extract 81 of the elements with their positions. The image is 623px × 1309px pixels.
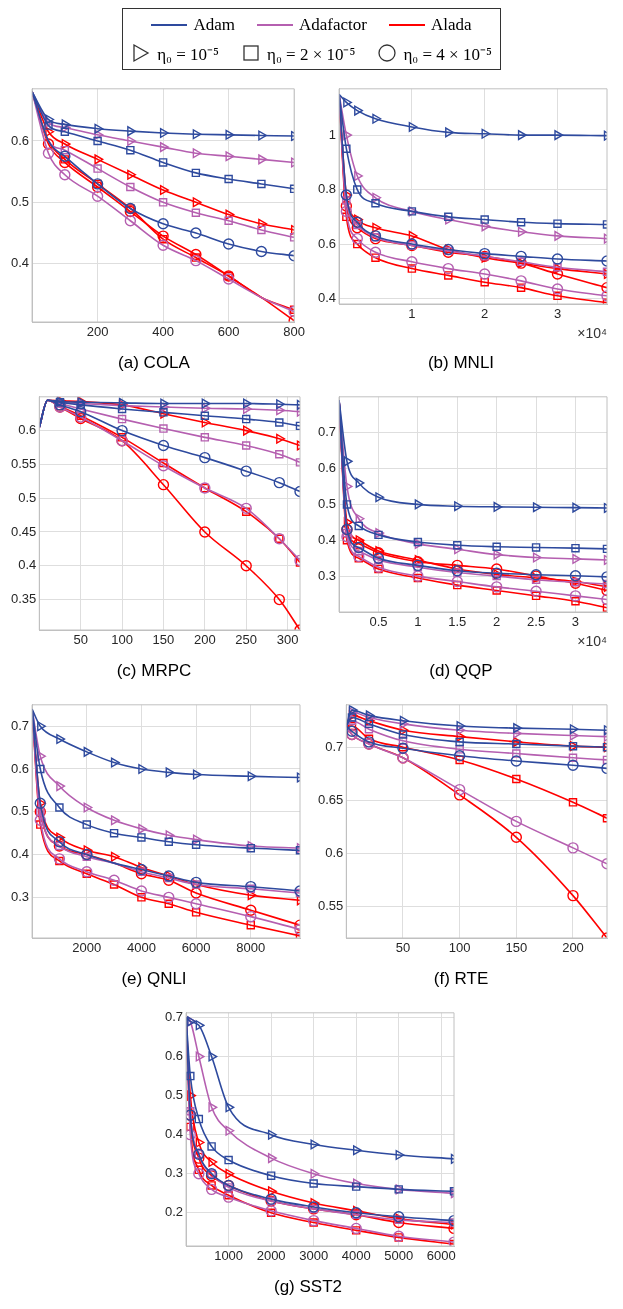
y-tick-label: 0.4 (18, 557, 37, 573)
y-tick-label: 0.6 (325, 844, 344, 860)
y-tick-label: 1 (328, 126, 337, 142)
y-tick-label: 0.55 (10, 455, 37, 471)
x-tick-label: 300 (276, 632, 299, 648)
text: ×10⁴ (577, 325, 607, 342)
x-tick-label: 600 (217, 324, 240, 340)
x-tick-label: 2.5 (527, 614, 546, 630)
x-tick-label: 2000 (72, 940, 102, 956)
x-tick-label: 4000 (341, 1248, 371, 1264)
legend-label: Adafactor (298, 15, 367, 35)
y-tick-label: 0.4 (10, 255, 30, 271)
x-tick-label: 4000 (126, 940, 156, 956)
x-tick-label: 1000 (213, 1248, 243, 1264)
x-tick-label: 800 (283, 324, 306, 340)
x-tick-label: 1.5 (448, 614, 467, 630)
y-tick-label: 0.3 (10, 888, 30, 904)
legend-label: Adam (193, 15, 235, 35)
x-tick-label: 50 (73, 632, 88, 648)
y-tick-label: 0.7 (10, 717, 30, 733)
y-tick-label: 0.65 (317, 791, 344, 807)
y-tick-label: 0.3 (317, 567, 337, 583)
y-tick-label: 0.7 (164, 1009, 183, 1025)
y-tick-label: 0.5 (317, 495, 337, 511)
y-tick-label: 0.4 (164, 1126, 183, 1142)
y-tick-label: 0.5 (18, 489, 37, 505)
x-tick-label: 200 (562, 940, 584, 956)
x-tick-label: 2000 (256, 1248, 286, 1264)
y-tick-label: 0.7 (317, 424, 337, 440)
x-tick-label: 150 (152, 632, 175, 648)
x-tick-label: 6000 (181, 940, 211, 956)
text: (a) COLA (118, 353, 191, 373)
y-tick-label: 0.5 (10, 803, 30, 819)
y-tick-label: 0.6 (10, 760, 30, 776)
y-tick-label: 0.5 (10, 193, 30, 209)
y-tick-label: 0.6 (10, 132, 30, 148)
legend-label: Alada (430, 15, 472, 35)
y-tick-label: 0.4 (317, 290, 337, 306)
x-tick-label: 150 (505, 940, 528, 956)
text: (e) QNLI (121, 969, 187, 989)
y-tick-label: 0.35 (10, 591, 37, 607)
x-tick-label: 200 (193, 632, 216, 648)
x-tick-label: 3 (553, 306, 562, 322)
y-tick-label: 0.2 (164, 1204, 183, 1220)
y-tick-label: 0.6 (18, 422, 37, 438)
x-tick-label: 3000 (298, 1248, 328, 1264)
text: (c) MRPC (116, 661, 192, 681)
x-tick-label: 5000 (383, 1248, 413, 1264)
x-tick-label: 100 (111, 632, 133, 648)
text: ×10⁴ (577, 633, 607, 650)
x-tick-label: 250 (235, 632, 258, 648)
y-tick-label: 0.7 (325, 738, 344, 754)
y-tick-label: 0.4 (317, 531, 337, 547)
text: (d) QQP (429, 661, 493, 681)
x-tick-label: 1 (408, 306, 416, 322)
x-tick-label: 2 (493, 614, 501, 630)
y-tick-label: 0.45 (10, 523, 37, 539)
x-tick-label: 200 (86, 324, 109, 340)
y-tick-label: 0.6 (164, 1048, 183, 1064)
x-tick-label: 2 (481, 306, 489, 322)
text: (f) RTE (433, 969, 489, 989)
y-tick-label: 0.4 (10, 846, 30, 862)
x-tick-label: 0.5 (369, 614, 388, 630)
x-tick-label: 400 (152, 324, 174, 340)
text: (g) SST2 (273, 1277, 342, 1297)
legend-label: η₀ = 4 × 10⁻⁵ (403, 43, 492, 65)
legend-label: η₀ = 10⁻⁵ (157, 43, 219, 65)
y-tick-label: 0.6 (317, 460, 337, 476)
x-tick-label: 3 (571, 614, 580, 630)
x-tick-label: 6000 (426, 1248, 456, 1264)
legend-label: η₀ = 2 × 10⁻⁵ (267, 43, 356, 65)
text: (b) MNLI (427, 353, 495, 373)
y-tick-label: 0.3 (164, 1165, 183, 1181)
x-tick-label: 1 (414, 614, 422, 630)
y-tick-label: 0.5 (164, 1087, 183, 1103)
x-tick-label: 50 (395, 940, 411, 956)
x-tick-label: 100 (448, 940, 471, 956)
y-tick-label: 0.8 (317, 181, 337, 197)
y-tick-label: 0.55 (317, 897, 344, 913)
x-tick-label: 8000 (236, 940, 266, 956)
y-tick-label: 0.6 (317, 235, 337, 251)
